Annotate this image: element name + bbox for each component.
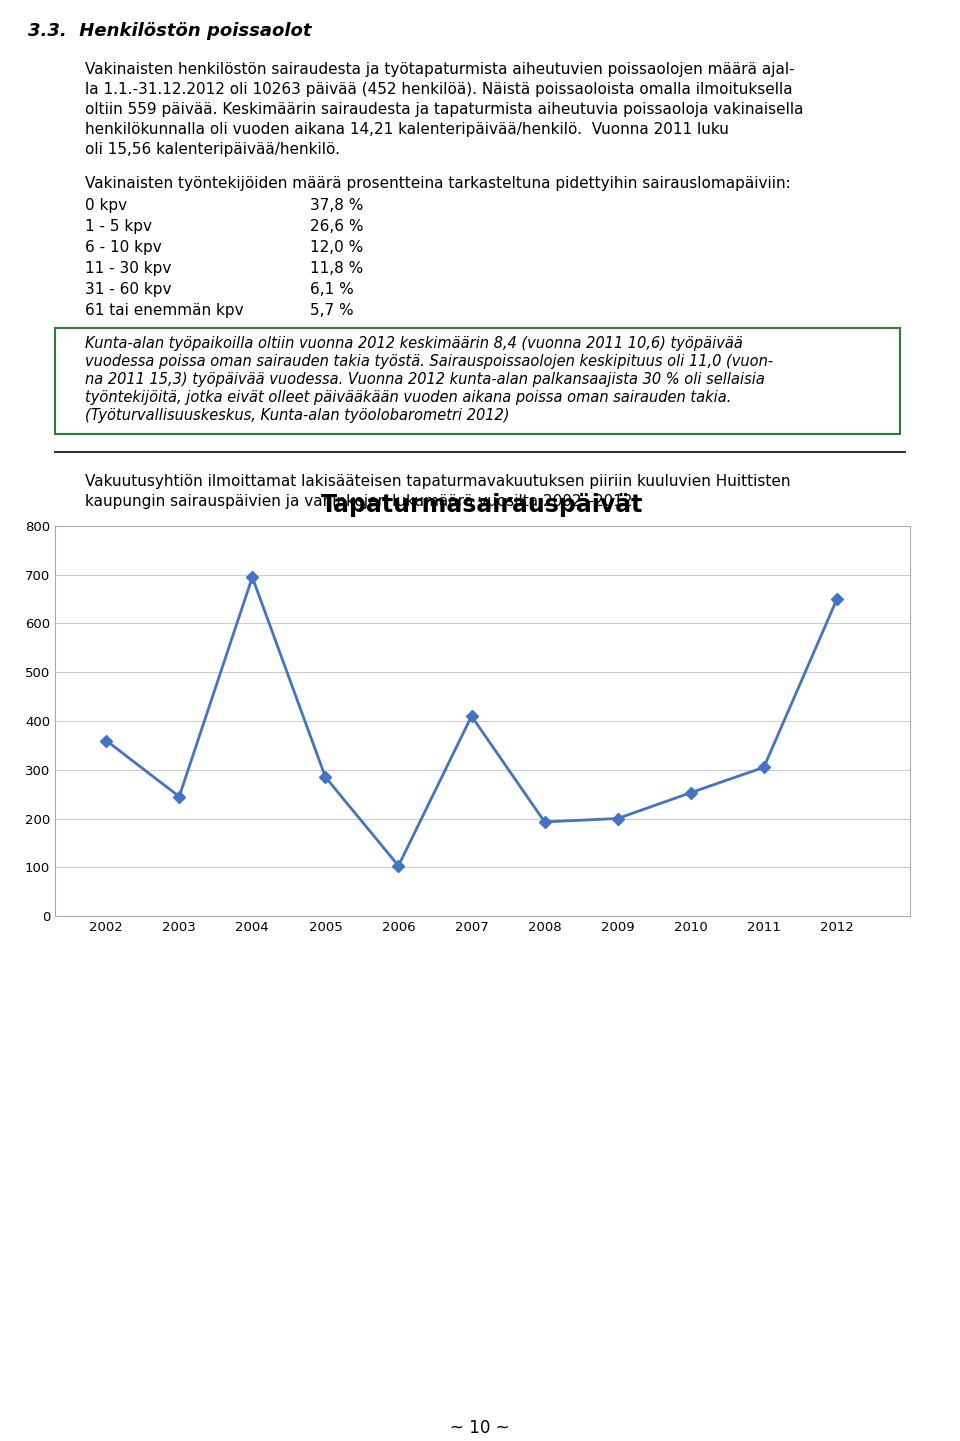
- Text: 3.3.  Henkilöstön poissaolot: 3.3. Henkilöstön poissaolot: [28, 22, 311, 40]
- Text: vuodessa poissa oman sairauden takia työstä. Sairauspoissaolojen keskipituus oli: vuodessa poissa oman sairauden takia työ…: [85, 354, 773, 369]
- Text: 61 tai enemmän kpv: 61 tai enemmän kpv: [85, 303, 244, 318]
- Text: Kunta-alan työpaikoilla oltiin vuonna 2012 keskimäärin 8,4 (vuonna 2011 10,6) ty: Kunta-alan työpaikoilla oltiin vuonna 20…: [85, 336, 743, 352]
- Text: 11 - 30 kpv: 11 - 30 kpv: [85, 261, 172, 277]
- Text: 12,0 %: 12,0 %: [310, 241, 363, 255]
- Text: Vakinaisten työntekijöiden määrä prosentteina tarkasteltuna pidettyihin sairausl: Vakinaisten työntekijöiden määrä prosent…: [85, 176, 791, 192]
- Text: 0 kpv: 0 kpv: [85, 197, 127, 213]
- Text: Vakinaisten henkilöstön sairaudesta ja työtapaturmista aiheutuvien poissaolojen : Vakinaisten henkilöstön sairaudesta ja t…: [85, 62, 795, 76]
- Text: työntekijöitä, jotka eivät olleet päivääkään vuoden aikana poissa oman sairauden: työntekijöitä, jotka eivät olleet päivää…: [85, 391, 732, 405]
- Text: 37,8 %: 37,8 %: [310, 197, 364, 213]
- Text: kaupungin sairauspäivien ja vahinkojen lukumäärä vuosilta 2002 –2012:: kaupungin sairauspäivien ja vahinkojen l…: [85, 494, 637, 509]
- Text: oli 15,56 kalenteripäivää/henkilö.: oli 15,56 kalenteripäivää/henkilö.: [85, 143, 340, 157]
- Text: la 1.1.-31.12.2012 oli 10263 päivää (452 henkilöä). Näistä poissaoloista omalla : la 1.1.-31.12.2012 oli 10263 päivää (452…: [85, 82, 793, 97]
- Text: 6,1 %: 6,1 %: [310, 282, 353, 297]
- Text: ~ 10 ~: ~ 10 ~: [450, 1419, 510, 1437]
- Text: 11,8 %: 11,8 %: [310, 261, 363, 277]
- Text: 26,6 %: 26,6 %: [310, 219, 364, 233]
- Title: Tapaturmasairauspäivät: Tapaturmasairauspäivät: [322, 493, 644, 517]
- Text: 5,7 %: 5,7 %: [310, 303, 353, 318]
- Bar: [55, 329, 900, 434]
- Text: 1 - 5 kpv: 1 - 5 kpv: [85, 219, 152, 233]
- Text: 6 - 10 kpv: 6 - 10 kpv: [85, 241, 161, 255]
- Text: na 2011 15,3) työpäivää vuodessa. Vuonna 2012 kunta-alan palkansaajista 30 % oli: na 2011 15,3) työpäivää vuodessa. Vuonna…: [85, 372, 765, 388]
- Text: 31 - 60 kpv: 31 - 60 kpv: [85, 282, 172, 297]
- Text: oltiin 559 päivää. Keskimäärin sairaudesta ja tapaturmista aiheutuvia poissaoloj: oltiin 559 päivää. Keskimäärin sairaudes…: [85, 102, 804, 117]
- Text: henkilökunnalla oli vuoden aikana 14,21 kalenteripäivää/henkilö.  Vuonna 2011 lu: henkilökunnalla oli vuoden aikana 14,21 …: [85, 122, 729, 137]
- Text: Vakuutusyhtiön ilmoittamat lakisääteisen tapaturmavakuutuksen piiriin kuuluvien : Vakuutusyhtiön ilmoittamat lakisääteisen…: [85, 474, 790, 488]
- Text: (Työturvallisuuskeskus, Kunta-alan työolobarometri 2012): (Työturvallisuuskeskus, Kunta-alan työol…: [85, 408, 510, 424]
